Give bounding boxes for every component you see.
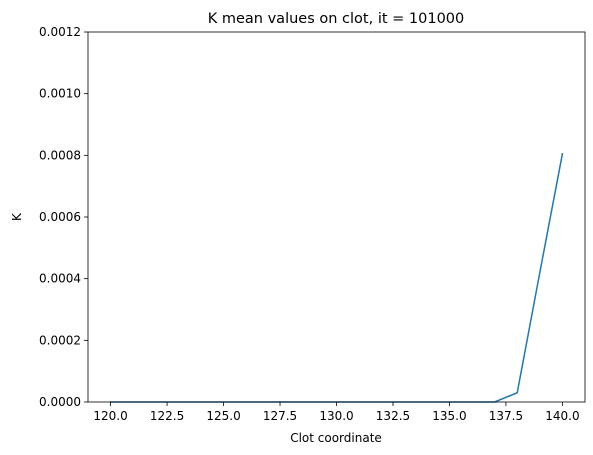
- x-tick-label: 130.0: [319, 409, 353, 423]
- x-axis-label: Clot coordinate: [290, 431, 382, 445]
- plot-area: [87, 31, 586, 403]
- y-axis-label: K: [10, 212, 24, 221]
- x-tick-label: 122.5: [150, 409, 184, 423]
- y-tick-label: 0.0010: [39, 87, 81, 101]
- x-tick-label: 127.5: [263, 409, 297, 423]
- series-line-0: [109, 152, 564, 403]
- x-tick-label: 132.5: [376, 409, 410, 423]
- plot-frame: [87, 31, 586, 403]
- y-tick-label: 0.0012: [39, 25, 81, 39]
- x-tick-label: 135.0: [432, 409, 466, 423]
- y-tick-label: 0.0002: [39, 333, 81, 347]
- y-tick-label: 0.0004: [39, 272, 81, 286]
- x-tick-label: 140.0: [545, 409, 579, 423]
- x-axis-ticks: 120.0 122.5 125.0 127.5 130.0 132.5 135.0 137.5…: [93, 402, 580, 423]
- chart-title: K mean values on clot, it = 101000: [208, 11, 465, 27]
- x-tick-label: 125.0: [206, 409, 240, 423]
- y-tick-label: 0.0000: [39, 395, 81, 409]
- y-axis-ticks: 0.0000 0.0002 0.0004 0.0006 0.0008 0.0010 0.00…: [39, 25, 88, 409]
- y-tick-label: 0.0006: [39, 210, 81, 224]
- x-tick-label: 120.0: [93, 409, 127, 423]
- x-tick-label: 137.5: [489, 409, 523, 423]
- y-tick-label: 0.0008: [39, 148, 81, 162]
